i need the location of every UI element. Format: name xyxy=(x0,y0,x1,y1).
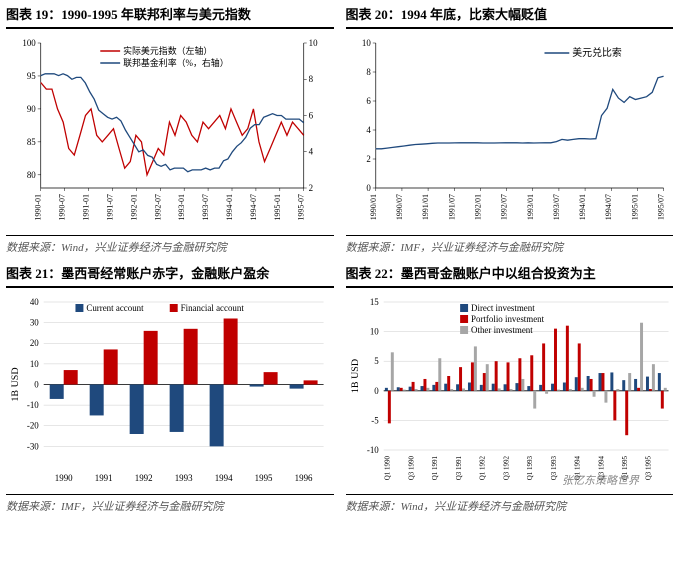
svg-text:1995/01: 1995/01 xyxy=(630,194,639,220)
svg-text:1993: 1993 xyxy=(175,473,193,483)
svg-text:8: 8 xyxy=(309,74,314,84)
svg-text:80: 80 xyxy=(27,170,36,180)
svg-text:1995: 1995 xyxy=(255,473,273,483)
svg-text:1991-07: 1991-07 xyxy=(105,194,114,221)
svg-text:1992: 1992 xyxy=(135,473,153,483)
svg-text:1991-01: 1991-01 xyxy=(82,194,91,221)
svg-text:10: 10 xyxy=(30,359,39,369)
svg-text:1995-07: 1995-07 xyxy=(297,194,306,221)
svg-text:Q3 1994: Q3 1994 xyxy=(597,455,605,480)
svg-text:1994: 1994 xyxy=(215,473,233,483)
svg-text:10: 10 xyxy=(369,327,378,337)
svg-text:1992-01: 1992-01 xyxy=(129,194,138,221)
svg-text:15: 15 xyxy=(369,297,378,307)
chart19-source: 数据来源：Wind，兴业证券经济与金融研究院 xyxy=(6,235,334,255)
svg-text:0: 0 xyxy=(366,183,371,193)
svg-text:Q1 1990: Q1 1990 xyxy=(383,455,391,480)
svg-text:85: 85 xyxy=(27,137,36,147)
chart22-title: 图表 22：墨西哥金融账户中以组合投资为主 xyxy=(346,263,674,288)
panel-chart19: 图表 19：1990-1995 年联邦利率与美元指数 80 85 90 95 100 2 4… xyxy=(0,0,340,259)
svg-text:美元兑比索: 美元兑比索 xyxy=(572,46,622,59)
svg-text:1993/01: 1993/01 xyxy=(525,194,534,220)
svg-text:1993-07: 1993-07 xyxy=(201,194,210,221)
svg-text:Q3 1993: Q3 1993 xyxy=(549,455,557,480)
svg-text:1990/01: 1990/01 xyxy=(368,194,377,220)
svg-text:1994-01: 1994-01 xyxy=(225,194,234,221)
svg-text:Q1 1993: Q1 1993 xyxy=(526,455,534,480)
svg-text:-10: -10 xyxy=(27,400,39,410)
svg-text:30: 30 xyxy=(30,318,39,328)
panel-chart21: 图表 21：墨西哥经常账户赤字，金融账户盈余 -30 -20 -10 0 10 20 30 4… xyxy=(0,259,340,518)
svg-text:2: 2 xyxy=(366,154,370,164)
chart21-source: 数据来源：IMF，兴业证券经济与金融研究院 xyxy=(6,494,334,514)
svg-text:Current account: Current account xyxy=(86,303,144,313)
chart20-source: 数据来源：IMF，兴业证券经济与金融研究院 xyxy=(346,235,674,255)
chart20-title: 图表 20：1994 年底，比索大幅贬值 xyxy=(346,4,674,29)
svg-text:1993/07: 1993/07 xyxy=(551,194,560,220)
svg-text:8: 8 xyxy=(366,67,371,77)
svg-text:1994-07: 1994-07 xyxy=(249,194,258,221)
svg-text:Direct investment: Direct investment xyxy=(471,303,535,313)
svg-text:-30: -30 xyxy=(27,441,39,451)
svg-text:90: 90 xyxy=(27,104,36,114)
svg-text:1992/07: 1992/07 xyxy=(499,194,508,220)
svg-text:1B USD: 1B USD xyxy=(10,367,21,401)
panel-chart20: 图表 20：1994 年底，比索大幅贬值 0 2 4 6 8 10 1990/01 1990/… xyxy=(340,0,679,259)
svg-text:Q1 1994: Q1 1994 xyxy=(573,455,581,480)
svg-text:1990-07: 1990-07 xyxy=(58,194,67,221)
svg-text:-20: -20 xyxy=(27,421,39,431)
svg-text:10: 10 xyxy=(361,38,370,48)
svg-text:Q3 1992: Q3 1992 xyxy=(502,455,510,480)
svg-text:Other investment: Other investment xyxy=(471,325,533,335)
chart20-plot: 0 2 4 6 8 10 1990/01 1990/07 1991/01 1991/07 1992/… xyxy=(346,33,674,233)
svg-text:0: 0 xyxy=(374,386,379,396)
svg-text:1995-01: 1995-01 xyxy=(273,194,282,221)
svg-text:100: 100 xyxy=(22,38,36,48)
chart19-plot: 80 85 90 95 100 2 4 6 8 10 1990-01 1990-07 1991-01 19… xyxy=(6,33,334,233)
svg-text:Q3 1995: Q3 1995 xyxy=(644,455,652,480)
svg-text:Q1 1991: Q1 1991 xyxy=(431,455,439,480)
svg-text:1B USD: 1B USD xyxy=(349,359,360,393)
svg-text:1991: 1991 xyxy=(95,473,113,483)
svg-text:40: 40 xyxy=(30,297,39,307)
svg-text:联邦基金利率（%，右轴）: 联邦基金利率（%，右轴） xyxy=(123,57,229,68)
svg-text:4: 4 xyxy=(309,147,314,157)
svg-text:Portfolio investment: Portfolio investment xyxy=(471,314,545,324)
svg-text:1990-01: 1990-01 xyxy=(34,194,43,221)
svg-text:1991/07: 1991/07 xyxy=(447,194,456,220)
svg-text:6: 6 xyxy=(366,96,371,106)
svg-text:95: 95 xyxy=(27,71,36,81)
svg-text:Q1 1992: Q1 1992 xyxy=(478,455,486,480)
svg-text:1991/01: 1991/01 xyxy=(421,194,430,220)
svg-text:实际美元指数（左轴）: 实际美元指数（左轴） xyxy=(123,45,212,56)
svg-text:1992/01: 1992/01 xyxy=(473,194,482,220)
svg-text:10: 10 xyxy=(309,38,318,48)
svg-text:Q3 1990: Q3 1990 xyxy=(407,455,415,480)
svg-text:0: 0 xyxy=(34,379,39,389)
svg-text:20: 20 xyxy=(30,338,39,348)
chart21-title: 图表 21：墨西哥经常账户赤字，金融账户盈余 xyxy=(6,263,334,288)
chart19-title: 图表 19：1990-1995 年联邦利率与美元指数 xyxy=(6,4,334,29)
chart22-source: 数据来源：Wind，兴业证券经济与金融研究院 xyxy=(346,494,674,514)
svg-text:6: 6 xyxy=(309,110,314,120)
svg-text:1994/01: 1994/01 xyxy=(578,194,587,220)
svg-text:5: 5 xyxy=(374,356,379,366)
svg-text:1993-01: 1993-01 xyxy=(177,194,186,221)
svg-text:4: 4 xyxy=(366,125,371,135)
svg-text:Financial account: Financial account xyxy=(181,303,245,313)
svg-text:Q3 1991: Q3 1991 xyxy=(454,455,462,480)
svg-text:1990/07: 1990/07 xyxy=(394,194,403,220)
chart21-plot: -30 -20 -10 0 10 20 30 40 1B USD 1990 1991 1992 1993… xyxy=(6,292,334,492)
svg-text:1994/07: 1994/07 xyxy=(604,194,613,220)
svg-text:-5: -5 xyxy=(371,415,379,425)
svg-text:-10: -10 xyxy=(366,445,378,455)
svg-text:1992-07: 1992-07 xyxy=(153,194,162,221)
svg-text:1990: 1990 xyxy=(55,473,73,483)
panel-chart22: 图表 22：墨西哥金融账户中以组合投资为主 -10 -5 0 5 10 15 1B USD Q… xyxy=(340,259,679,518)
svg-text:2: 2 xyxy=(309,183,313,193)
svg-text:1996: 1996 xyxy=(295,473,313,483)
svg-text:Q1 1995: Q1 1995 xyxy=(621,455,629,480)
svg-text:1995/07: 1995/07 xyxy=(656,194,665,220)
chart22-plot: -10 -5 0 5 10 15 1B USD Q1 1990 Q3 1990 Q1 1991 Q3… xyxy=(346,292,674,492)
